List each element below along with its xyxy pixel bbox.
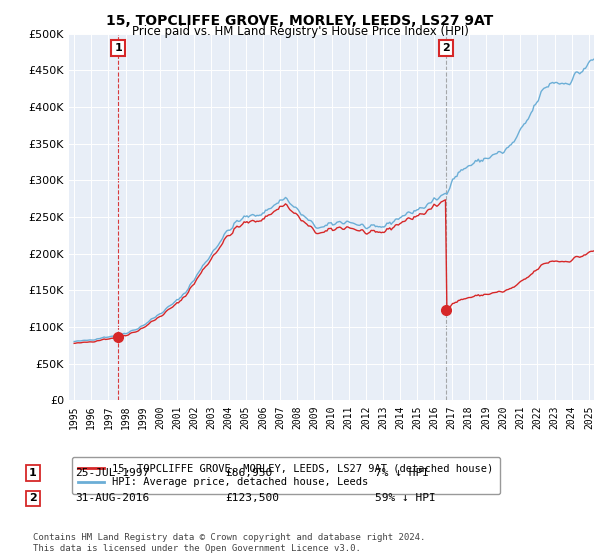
Text: £123,500: £123,500 <box>225 493 279 503</box>
Text: 1: 1 <box>114 43 122 53</box>
Text: Price paid vs. HM Land Registry's House Price Index (HPI): Price paid vs. HM Land Registry's House … <box>131 25 469 38</box>
Legend: 15, TOPCLIFFE GROVE, MORLEY, LEEDS, LS27 9AT (detached house), HPI: Average pric: 15, TOPCLIFFE GROVE, MORLEY, LEEDS, LS27… <box>71 457 500 493</box>
Text: 1: 1 <box>29 468 37 478</box>
Text: 31-AUG-2016: 31-AUG-2016 <box>75 493 149 503</box>
Text: 15, TOPCLIFFE GROVE, MORLEY, LEEDS, LS27 9AT: 15, TOPCLIFFE GROVE, MORLEY, LEEDS, LS27… <box>106 14 494 28</box>
Text: 7% ↓ HPI: 7% ↓ HPI <box>375 468 429 478</box>
Text: £86,950: £86,950 <box>225 468 272 478</box>
Text: 59% ↓ HPI: 59% ↓ HPI <box>375 493 436 503</box>
Text: 25-JUL-1997: 25-JUL-1997 <box>75 468 149 478</box>
Text: 2: 2 <box>29 493 37 503</box>
Text: Contains HM Land Registry data © Crown copyright and database right 2024.
This d: Contains HM Land Registry data © Crown c… <box>33 533 425 553</box>
Text: 2: 2 <box>442 43 450 53</box>
